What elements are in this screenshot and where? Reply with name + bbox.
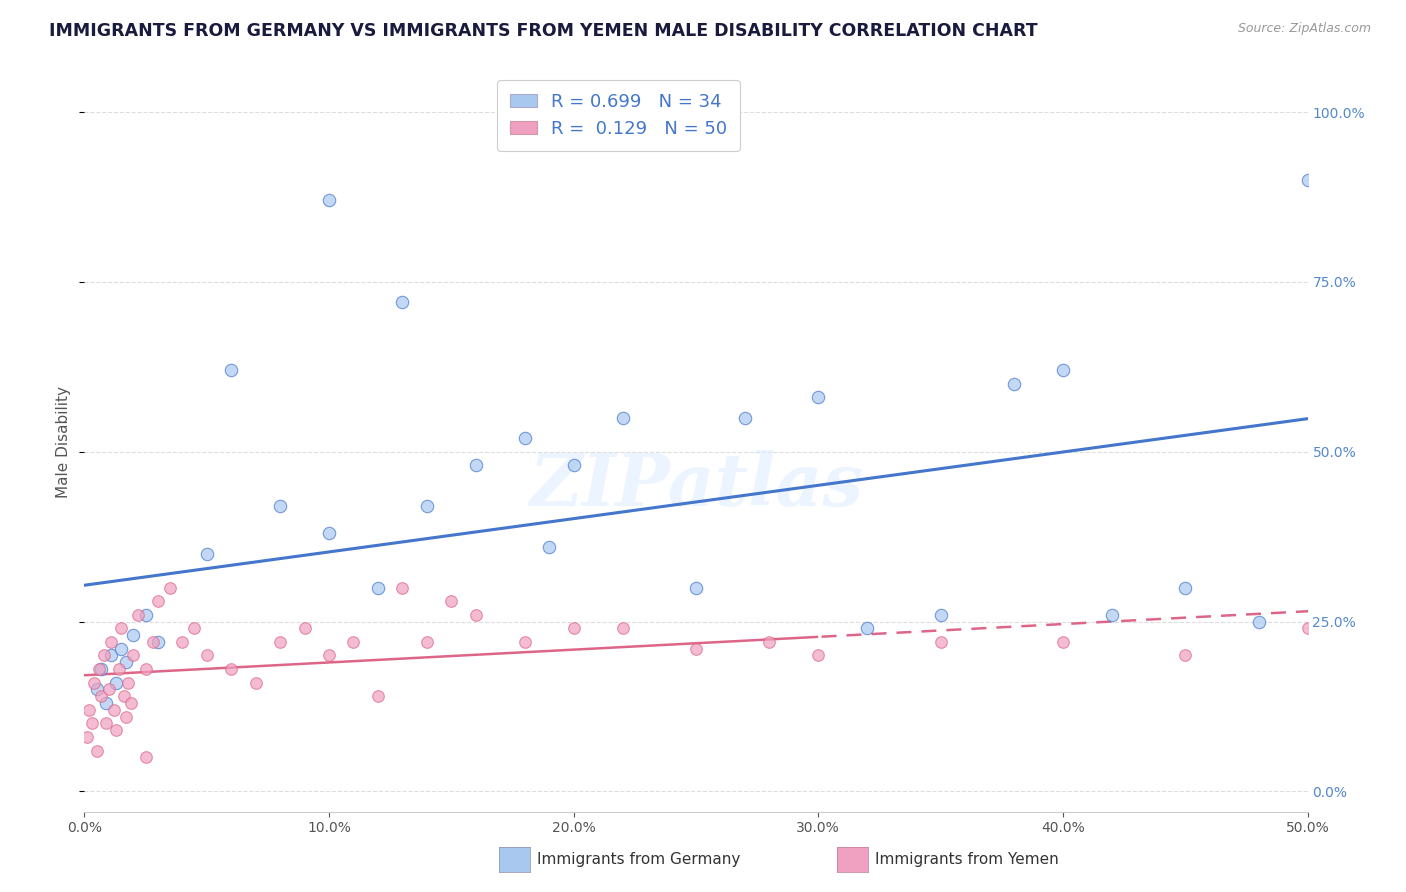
Point <box>100 648 122 663</box>
Point <box>90 662 112 676</box>
Point <box>110 621 132 635</box>
Point <box>1052 635 1074 649</box>
Legend: R = 0.699   N = 34, R =  0.129   N = 50: R = 0.699 N = 34, R = 0.129 N = 50 <box>498 80 740 151</box>
Point <box>107 662 129 676</box>
Text: ZIPatlas: ZIPatlas <box>529 450 863 522</box>
Point <box>391 295 413 310</box>
Point <box>612 621 634 635</box>
Point <box>464 458 486 473</box>
Point <box>86 743 108 757</box>
Point <box>1296 173 1319 187</box>
Point <box>219 662 242 676</box>
Point <box>172 635 194 649</box>
Point <box>367 581 389 595</box>
Point <box>96 716 118 731</box>
Point <box>367 690 389 704</box>
Point <box>1296 621 1319 635</box>
Point <box>97 682 120 697</box>
Point <box>120 696 142 710</box>
Point <box>100 635 122 649</box>
Point <box>110 641 132 656</box>
Point <box>294 621 316 635</box>
Point <box>562 621 585 635</box>
Point <box>513 431 536 445</box>
Point <box>86 682 108 697</box>
Point <box>135 607 157 622</box>
Point <box>440 594 463 608</box>
Point <box>135 662 157 676</box>
Text: Immigrants from Germany: Immigrants from Germany <box>537 853 741 867</box>
Point <box>117 675 139 690</box>
Point <box>318 194 340 208</box>
Point <box>1174 581 1197 595</box>
Point <box>112 690 135 704</box>
Point <box>464 607 486 622</box>
Point <box>105 723 128 738</box>
Text: Source: ZipAtlas.com: Source: ZipAtlas.com <box>1237 22 1371 36</box>
Point <box>269 635 291 649</box>
Point <box>1101 607 1123 622</box>
Point <box>416 499 439 513</box>
Point <box>87 662 110 676</box>
Point <box>1174 648 1197 663</box>
Point <box>245 675 267 690</box>
Point <box>115 655 138 669</box>
Point <box>96 696 118 710</box>
Point <box>159 581 181 595</box>
Point <box>612 410 634 425</box>
Point <box>80 716 103 731</box>
Point <box>93 648 115 663</box>
Point <box>103 703 125 717</box>
Point <box>807 391 830 405</box>
Point <box>1052 363 1074 377</box>
Point <box>127 607 149 622</box>
Point <box>685 581 707 595</box>
Point <box>195 648 218 663</box>
Point <box>77 703 100 717</box>
Point <box>135 750 157 764</box>
Y-axis label: Male Disability: Male Disability <box>56 385 72 498</box>
Point <box>318 648 340 663</box>
Point <box>929 607 952 622</box>
Point <box>513 635 536 649</box>
Point <box>122 628 145 642</box>
Point <box>146 635 169 649</box>
Point <box>1247 615 1270 629</box>
Point <box>219 363 242 377</box>
Point <box>146 594 169 608</box>
Point <box>734 410 756 425</box>
Point <box>856 621 879 635</box>
Point <box>929 635 952 649</box>
Point <box>269 499 291 513</box>
Point <box>90 690 112 704</box>
Point <box>195 547 218 561</box>
Point <box>562 458 585 473</box>
Text: Immigrants from Yemen: Immigrants from Yemen <box>875 853 1059 867</box>
Point <box>342 635 364 649</box>
Point <box>538 540 561 554</box>
Point <box>1002 376 1025 391</box>
Text: IMMIGRANTS FROM GERMANY VS IMMIGRANTS FROM YEMEN MALE DISABILITY CORRELATION CHA: IMMIGRANTS FROM GERMANY VS IMMIGRANTS FR… <box>49 22 1038 40</box>
Point <box>685 641 707 656</box>
Point <box>115 709 138 723</box>
Point <box>183 621 205 635</box>
Point <box>76 730 98 744</box>
Point <box>318 526 340 541</box>
Point <box>122 648 145 663</box>
Point <box>83 675 105 690</box>
Point <box>142 635 165 649</box>
Point <box>105 675 128 690</box>
Point <box>807 648 830 663</box>
Point <box>416 635 439 649</box>
Point <box>758 635 780 649</box>
Point <box>391 581 413 595</box>
